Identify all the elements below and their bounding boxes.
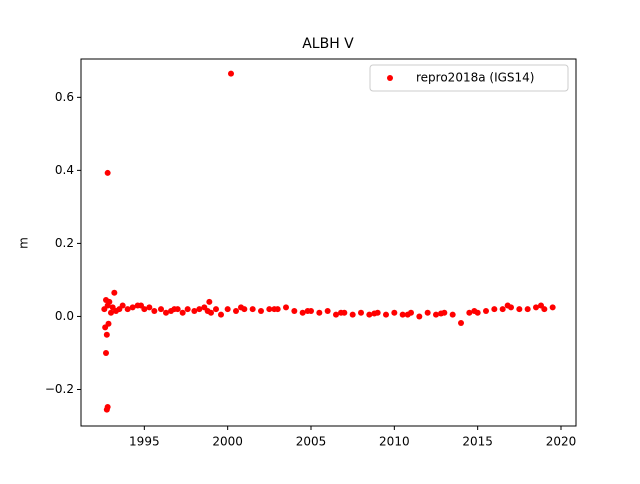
data-point bbox=[163, 309, 169, 316]
data-point bbox=[349, 311, 356, 318]
data-point bbox=[224, 306, 231, 313]
plot-area bbox=[80, 58, 577, 427]
y-tick-label: −0.2 bbox=[45, 382, 74, 396]
data-point bbox=[106, 298, 113, 305]
x-tick-label: 1995 bbox=[129, 435, 160, 449]
data-point bbox=[283, 304, 289, 311]
data-point bbox=[304, 307, 311, 314]
data-point bbox=[524, 306, 531, 313]
data-point bbox=[103, 349, 109, 356]
data-point bbox=[238, 304, 244, 311]
data-point bbox=[538, 302, 544, 309]
data-point bbox=[258, 307, 264, 314]
data-point bbox=[111, 289, 118, 296]
data-point bbox=[416, 313, 423, 320]
y-tick-label: 0.4 bbox=[55, 163, 74, 177]
data-point bbox=[291, 307, 298, 314]
data-point bbox=[366, 311, 373, 318]
data-point bbox=[299, 309, 306, 316]
data-point bbox=[504, 302, 511, 309]
data-point bbox=[466, 309, 473, 316]
data-point bbox=[171, 306, 178, 313]
x-tick-label: 2010 bbox=[379, 435, 410, 449]
data-point bbox=[338, 309, 344, 316]
data-point bbox=[105, 320, 112, 327]
data-point bbox=[399, 311, 406, 318]
data-point bbox=[433, 311, 439, 318]
data-point bbox=[119, 302, 126, 309]
legend-label: repro2018a (IGS14) bbox=[416, 71, 534, 85]
data-point bbox=[424, 309, 431, 316]
y-tick-label: 0.2 bbox=[55, 236, 74, 250]
data-point bbox=[358, 309, 364, 316]
data-point bbox=[104, 169, 111, 176]
data-point bbox=[391, 309, 398, 316]
data-point bbox=[549, 304, 556, 311]
data-point bbox=[458, 320, 464, 327]
data-point bbox=[103, 331, 110, 338]
data-point bbox=[108, 309, 114, 316]
data-point bbox=[266, 306, 273, 313]
data-point bbox=[438, 310, 444, 317]
data-point bbox=[218, 311, 224, 318]
data-point bbox=[316, 309, 323, 316]
y-tick-label: 0.0 bbox=[55, 309, 74, 323]
data-point bbox=[516, 306, 523, 313]
data-point bbox=[491, 306, 498, 313]
data-point bbox=[204, 307, 211, 314]
data-point bbox=[158, 306, 164, 313]
data-point bbox=[333, 311, 339, 318]
data-point bbox=[191, 307, 198, 314]
data-point bbox=[138, 302, 144, 309]
data-point bbox=[196, 306, 203, 313]
chart-title: ALBH V bbox=[302, 36, 354, 52]
data-point bbox=[206, 298, 213, 305]
x-tick-label: 2000 bbox=[212, 435, 243, 449]
data-point bbox=[184, 306, 191, 313]
data-point bbox=[249, 306, 256, 313]
y-axis-label: m bbox=[17, 237, 31, 249]
legend-box bbox=[369, 64, 569, 92]
data-point bbox=[271, 306, 278, 313]
data-point bbox=[471, 307, 478, 314]
y-tick-label: 0.6 bbox=[55, 90, 74, 104]
data-point bbox=[179, 309, 186, 316]
data-point bbox=[449, 311, 456, 318]
data-point bbox=[129, 304, 136, 311]
data-point bbox=[228, 70, 234, 77]
data-point bbox=[324, 307, 331, 314]
data-point bbox=[213, 306, 219, 313]
data-point bbox=[533, 304, 539, 311]
data-point bbox=[499, 306, 506, 313]
x-tick-label: 2015 bbox=[462, 435, 493, 449]
legend-marker bbox=[387, 75, 393, 81]
data-point bbox=[104, 404, 111, 411]
data-point bbox=[233, 307, 239, 314]
data-point bbox=[371, 310, 378, 317]
data-point bbox=[483, 307, 489, 314]
data-point bbox=[383, 311, 389, 318]
data-point bbox=[404, 311, 411, 318]
data-point bbox=[146, 304, 153, 311]
data-point bbox=[124, 306, 131, 313]
x-tick-label: 2005 bbox=[296, 435, 327, 449]
x-tick-label: 2020 bbox=[546, 435, 577, 449]
data-point bbox=[151, 307, 158, 314]
